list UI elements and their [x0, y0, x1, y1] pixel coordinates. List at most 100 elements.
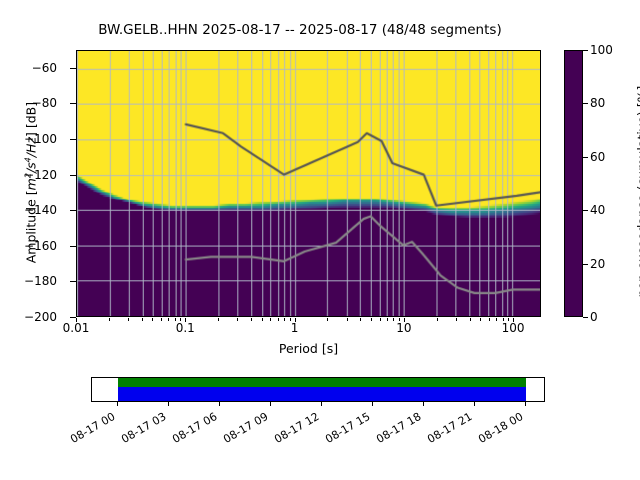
y-tick-mark [70, 68, 76, 69]
colorbar-gradient [565, 51, 582, 316]
x-tick-mark [295, 318, 296, 322]
y-tick-label: −100 [24, 132, 57, 146]
x-tick-minor-mark [168, 318, 169, 321]
y-tick-mark [70, 139, 76, 140]
x-tick-minor-mark [360, 318, 361, 321]
x-tick-minor-mark [128, 318, 129, 321]
y-tick-label: −180 [24, 274, 57, 289]
colorbar-tick-label: 60 [590, 149, 606, 164]
x-tick-minor-mark [496, 318, 497, 321]
colorbar-tick-mark [583, 210, 588, 211]
colorbar-tick-label: 80 [590, 96, 606, 111]
timeline-tick-mark [321, 402, 322, 406]
x-tick-minor-mark [371, 318, 372, 321]
timeline-tick-mark [168, 402, 169, 406]
colorbar-tick-label: 40 [590, 203, 606, 218]
x-tick-minor-mark [284, 318, 285, 321]
ppsd-plot-area[interactable] [76, 50, 541, 317]
timeline-tick-mark [423, 402, 424, 406]
x-tick-minor-mark [456, 318, 457, 321]
x-tick-label: 0.01 [62, 321, 90, 335]
timeline-date-label: 08-17 12 [272, 410, 322, 446]
y-axis-label-hz: /Hz [23, 137, 39, 158]
y-axis-label-m: m [23, 178, 39, 191]
colorbar-tick-label: 100 [590, 43, 613, 57]
colorbar[interactable] [564, 50, 583, 317]
x-tick-label: 100 [501, 321, 525, 335]
colorbar-tick-label: 20 [590, 256, 606, 271]
x-tick-minor-mark [387, 318, 388, 321]
colorbar-tick-mark [583, 50, 588, 51]
x-tick-minor-mark [380, 318, 381, 321]
y-tick-label: −80 [31, 96, 57, 111]
y-axis-label-exp2: 2 [23, 173, 33, 179]
x-tick-minor-mark [180, 318, 181, 321]
ppsd-heatmap-canvas [77, 51, 540, 316]
x-tick-minor-mark [237, 318, 238, 321]
timeline-tick-mark [372, 402, 373, 406]
y-axis-label-suffix: ] [dB] [23, 101, 39, 138]
timeline-date-label: 08-17 15 [323, 410, 373, 446]
x-tick-minor-mark [278, 318, 279, 321]
timeline-date-label: 08-17 00 [68, 410, 118, 446]
y-tick-label: −120 [24, 167, 57, 182]
timeline-coverage-axes[interactable] [91, 377, 545, 402]
y-tick-mark [70, 281, 76, 282]
page-title: BW.GELB..HHN 2025-08-17 -- 2025-08-17 (4… [98, 22, 502, 38]
x-tick-minor-mark [262, 318, 263, 321]
timeline-date-label: 08-17 18 [374, 410, 424, 446]
x-tick-minor-mark [503, 318, 504, 321]
colorbar-tick-mark [583, 103, 588, 104]
x-tick-minor-mark [290, 318, 291, 321]
y-tick-label: −60 [31, 60, 57, 75]
x-tick-minor-mark [161, 318, 162, 321]
y-tick-label: −160 [24, 238, 57, 253]
x-tick-minor-mark [327, 318, 328, 321]
y-axis-label-exp4: 4 [23, 157, 33, 163]
x-tick-minor-mark [109, 318, 110, 321]
y-tick-mark [70, 210, 76, 211]
x-tick-label: 10 [396, 321, 412, 335]
x-tick-minor-mark [152, 318, 153, 321]
timeline-data-coverage-band [118, 378, 526, 387]
x-tick-minor-mark [251, 318, 252, 321]
x-tick-minor-mark [480, 318, 481, 321]
timeline-tick-mark [525, 402, 526, 406]
x-tick-minor-mark [489, 318, 490, 321]
timeline-date-label: 08-18 00 [476, 410, 526, 446]
y-tick-mark [70, 175, 76, 176]
x-axis-label: Period [s] [278, 341, 339, 356]
timeline-tick-mark [270, 402, 271, 406]
y-tick-mark [70, 103, 76, 104]
timeline-date-label: 08-17 03 [119, 410, 169, 446]
colorbar-tick-mark [583, 157, 588, 158]
y-tick-label: −140 [24, 203, 57, 218]
y-axis-label-prefix: Amplitude [ [23, 190, 39, 264]
y-tick-mark [70, 246, 76, 247]
y-axis-label: Amplitude [m2/s4/Hz] [dB] [23, 48, 38, 318]
timeline-segments-band [118, 387, 526, 401]
x-tick-minor-mark [399, 318, 400, 321]
timeline-tick-mark [474, 402, 475, 406]
timeline-date-label: 08-17 06 [170, 410, 220, 446]
timeline-tick-mark [117, 402, 118, 406]
x-tick-minor-mark [270, 318, 271, 321]
x-tick-minor-mark [437, 318, 438, 321]
x-tick-label: 0.1 [175, 321, 195, 335]
colorbar-label: non-exceedance (cumulative) [%] [634, 85, 640, 298]
timeline-date-label: 08-17 09 [221, 410, 271, 446]
x-tick-mark [185, 318, 186, 322]
colorbar-tick-mark [583, 317, 588, 318]
timeline-date-label: 08-17 21 [425, 410, 475, 446]
x-tick-minor-mark [218, 318, 219, 321]
x-tick-minor-mark [508, 318, 509, 321]
x-tick-minor-mark [175, 318, 176, 321]
x-tick-minor-mark [142, 318, 143, 321]
colorbar-tick-mark [583, 264, 588, 265]
x-tick-mark [404, 318, 405, 322]
x-tick-mark [76, 318, 77, 322]
x-tick-minor-mark [393, 318, 394, 321]
y-axis-label-s: /s [23, 162, 39, 174]
x-tick-label: 1 [290, 321, 299, 335]
